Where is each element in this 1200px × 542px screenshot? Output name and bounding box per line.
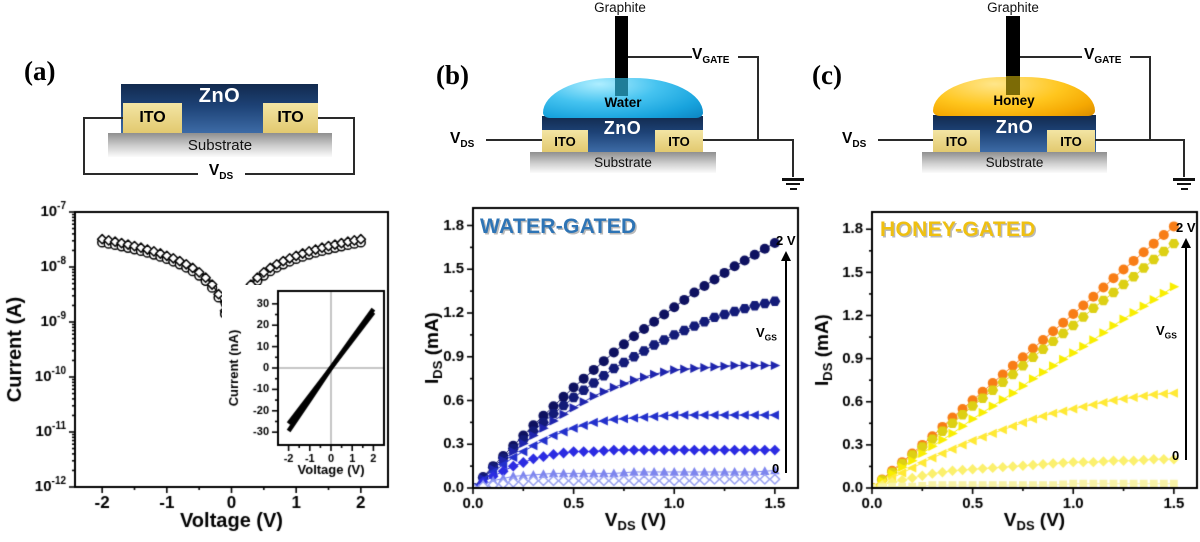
vgate-sub: GATE [702, 55, 730, 67]
ito-contact-right: ITO [263, 103, 318, 133]
wire [878, 139, 933, 141]
honey-output-chart [810, 195, 1200, 542]
substrate-label: Substrate [187, 136, 253, 154]
ito-label: ITO [554, 133, 576, 149]
ito-contact-right: ITO [655, 130, 703, 152]
ito-contact-left: ITO [933, 130, 980, 152]
graphite-rod [1006, 16, 1020, 78]
honey-label: Honey [993, 93, 1035, 108]
vgs-arrow-head [781, 251, 791, 261]
wire [83, 117, 85, 175]
vgs-main: V [756, 325, 765, 340]
ito-label: ITO [139, 109, 166, 126]
vgs-sub: GS [1164, 330, 1177, 341]
vds-label: VDS [842, 130, 866, 150]
panel-c-label: (c) [812, 60, 842, 90]
graphite-label: Graphite [987, 0, 1039, 15]
vgs-arrow [785, 260, 787, 473]
panel-b-schematic: (b) Graphite Water ZnO ITO ITO Substrate… [420, 0, 810, 195]
vds-sub: DS [219, 171, 234, 183]
graphite-label: Graphite [594, 0, 646, 15]
panel-a-label: (a) [24, 56, 56, 86]
honey-gated-title: HONEY-GATED [880, 218, 1036, 241]
ito-contact-left: ITO [123, 103, 182, 133]
ground-symbol [782, 176, 804, 191]
graphite-rod-tip [615, 78, 628, 96]
vgs-max-label: 2 V [776, 233, 796, 248]
vgs-min-label: 0 [772, 461, 780, 476]
vgs-min-label: 0 [1172, 448, 1180, 463]
wire [83, 117, 123, 119]
zno-label: ZnO [995, 117, 1034, 137]
wire [792, 139, 794, 177]
water-gated-title: WATER-GATED [480, 215, 637, 238]
vgate-main: V [1084, 46, 1095, 63]
wire [703, 139, 794, 141]
panel-c-schematic: (c) Graphite Honey ZnO ITO ITO Substrate… [810, 0, 1200, 195]
wire [486, 139, 542, 141]
wire [83, 173, 198, 175]
wire [757, 56, 759, 141]
ito-contact-right: ITO [1047, 130, 1095, 152]
vgs-axis-label: VGS [756, 325, 777, 343]
ito-label: ITO [277, 109, 304, 126]
panel-b-label: (b) [436, 60, 469, 90]
substrate-layer: Substrate [108, 133, 332, 157]
zno-label: ZnO [198, 85, 241, 107]
vgs-sub: GS [764, 332, 777, 343]
wire [353, 117, 355, 175]
vgs-arrow [1185, 247, 1187, 460]
wire [628, 56, 692, 58]
ito-label: ITO [668, 133, 690, 149]
honey-droplet: Honey [933, 77, 1095, 116]
ground-symbol [1173, 176, 1195, 191]
vgs-axis-label: VGS [1156, 323, 1177, 341]
wire [245, 173, 355, 175]
graphite-rod-tip [1006, 76, 1020, 95]
vds-main: V [450, 130, 461, 147]
vgate-sub: GATE [1094, 55, 1122, 67]
wire [1130, 56, 1150, 58]
vgate-label: VGATE [692, 46, 729, 66]
vds-sub: DS [460, 139, 475, 151]
graphite-rod [615, 16, 628, 80]
wire [1020, 56, 1082, 58]
water-label: Water [604, 95, 642, 110]
vds-label: VDS [450, 130, 474, 150]
substrate-label: Substrate [594, 155, 652, 170]
iv-linear-inset-chart [222, 285, 386, 481]
vgs-arrow-head [1181, 238, 1191, 248]
ito-label: ITO [1060, 133, 1082, 149]
panel-a-schematic: (a) ZnO ITO ITO Substrate VDS [0, 0, 420, 195]
vds-sub: DS [852, 139, 867, 151]
vgate-main: V [692, 46, 703, 63]
substrate-label: Substrate [985, 155, 1044, 170]
vds-main: V [208, 162, 220, 179]
vds-main: V [842, 130, 853, 147]
ito-label: ITO [945, 133, 968, 149]
vgs-main: V [1156, 323, 1165, 338]
wire [738, 56, 759, 58]
substrate-layer: Substrate [530, 152, 716, 173]
vds-label: VDS [196, 162, 246, 182]
substrate-layer: Substrate [922, 152, 1107, 173]
wire [318, 117, 355, 119]
wire [1095, 139, 1185, 141]
ito-contact-left: ITO [542, 130, 588, 152]
zno-label: ZnO [603, 118, 642, 138]
panel-b-plot: WATER-GATED 2 V VGS 0 [420, 195, 810, 542]
water-output-chart [420, 195, 810, 542]
panel-c-plot: HONEY-GATED 2 V VGS 0 [810, 195, 1200, 542]
vgs-max-label: 2 V [1176, 220, 1196, 235]
panel-a-plot [0, 195, 420, 542]
wire [1183, 139, 1185, 177]
wire [1149, 56, 1151, 141]
vgate-label: VGATE [1084, 46, 1121, 66]
